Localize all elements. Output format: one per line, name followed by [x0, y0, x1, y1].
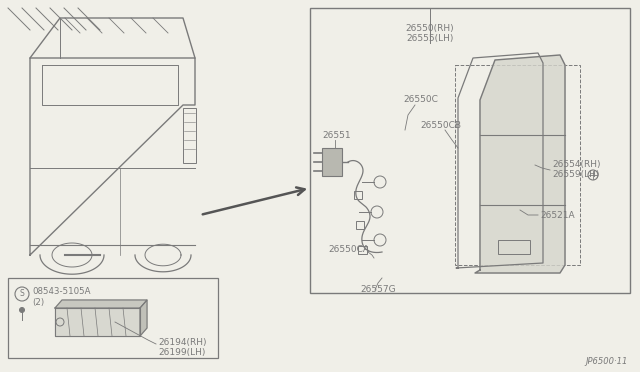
- Bar: [183, 108, 196, 163]
- Circle shape: [19, 308, 24, 312]
- Bar: [356, 221, 364, 229]
- Bar: [354, 191, 362, 199]
- Text: 26555(LH): 26555(LH): [406, 33, 454, 42]
- Text: 26550CA: 26550CA: [328, 246, 369, 254]
- Text: 26550CB: 26550CB: [420, 121, 461, 129]
- Text: 26521A: 26521A: [540, 211, 575, 219]
- Text: 26557G: 26557G: [360, 285, 396, 295]
- Text: 26199(LH): 26199(LH): [158, 347, 205, 356]
- Text: S: S: [20, 289, 24, 298]
- Bar: [358, 246, 367, 254]
- Text: 26554(RH): 26554(RH): [552, 160, 600, 170]
- Polygon shape: [55, 300, 147, 308]
- Text: 26194(RH): 26194(RH): [158, 337, 207, 346]
- Text: 26550C: 26550C: [403, 96, 438, 105]
- Text: (2): (2): [32, 298, 44, 307]
- Text: 26559(LH): 26559(LH): [552, 170, 600, 180]
- Bar: [322, 148, 342, 176]
- Bar: [310, 8, 630, 293]
- Bar: [455, 65, 580, 265]
- Text: 26550(RH): 26550(RH): [406, 23, 454, 32]
- Text: JP6500·11: JP6500·11: [586, 357, 628, 366]
- Bar: [498, 240, 530, 254]
- Polygon shape: [140, 300, 147, 336]
- Text: 08543-5105A: 08543-5105A: [32, 288, 90, 296]
- Bar: [8, 278, 218, 358]
- Polygon shape: [55, 308, 140, 336]
- Polygon shape: [475, 55, 565, 273]
- Text: 26551: 26551: [322, 131, 351, 140]
